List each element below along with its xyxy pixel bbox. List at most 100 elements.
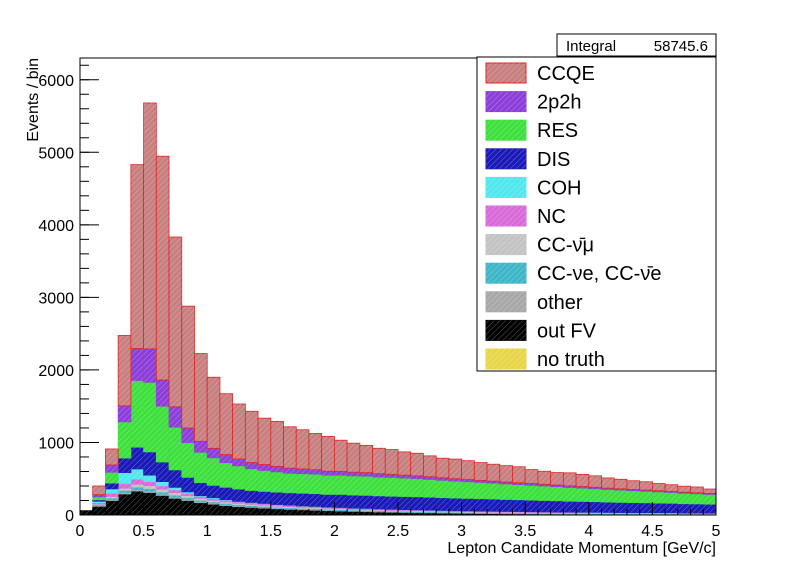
bar-hatch: [105, 500, 119, 515]
x-tick-label: 3.5: [514, 523, 536, 540]
bar-hatch: [156, 406, 170, 462]
legend-label: CCQE: [537, 63, 595, 85]
legend-entry-other: other: [485, 291, 583, 314]
bar-hatch: [143, 451, 157, 476]
bar-hatch: [270, 504, 284, 507]
bar-hatch: [169, 489, 182, 493]
bar-hatch: [194, 452, 208, 483]
bar-hatch: [372, 495, 386, 509]
legend-label: DIS: [537, 149, 570, 171]
bar-hatch: [169, 237, 182, 407]
bar-hatch: [487, 481, 500, 484]
y-axis: 0 1000 2000 3000 4000 5000 6000: [38, 64, 99, 525]
bar-hatch: [143, 382, 157, 452]
bar-hatch: [194, 501, 208, 503]
bar-hatch: [308, 507, 322, 509]
bar-hatch: [398, 478, 411, 497]
bar-hatch: [194, 498, 208, 501]
stats-label: Integral: [566, 38, 616, 55]
bar-hatch: [130, 468, 144, 480]
x-tick-label: 3: [457, 523, 466, 540]
bar-hatch: [219, 462, 233, 488]
bar-hatch: [550, 500, 564, 513]
bar-hatch: [690, 486, 704, 493]
bar-hatch: [308, 433, 322, 470]
bar-hatch: [143, 485, 157, 489]
bar-hatch: [207, 504, 220, 515]
legend-entry-cc: CC-ν̄μ: [485, 234, 594, 257]
bar-hatch: [156, 491, 170, 495]
bar-hatch: [258, 464, 271, 471]
bar-hatch: [105, 472, 119, 484]
bar-hatch: [550, 485, 564, 487]
bar-hatch: [169, 469, 182, 488]
bar-hatch: [588, 487, 602, 489]
bar-hatch: [270, 471, 284, 493]
bar-hatch: [372, 509, 386, 510]
bar-hatch: [92, 485, 106, 495]
bar-hatch: [283, 426, 297, 469]
bar-hatch: [321, 471, 335, 476]
bar-hatch: [296, 506, 309, 508]
bar-hatch: [372, 511, 386, 515]
bar-hatch: [181, 500, 195, 515]
bar-hatch: [499, 483, 513, 500]
bar-hatch: [219, 503, 233, 505]
bar-hatch: [448, 478, 462, 482]
legend-entry-cc-e-cc-e: CC-νe, CC-ν̄e: [485, 262, 661, 285]
bar-hatch: [372, 448, 386, 474]
bar-hatch: [639, 490, 653, 492]
bar-hatch: [588, 488, 602, 502]
bar-hatch: [232, 504, 246, 507]
bar-hatch: [296, 507, 309, 509]
bar-hatch: [130, 164, 144, 349]
legend-swatch-hatch: [486, 349, 526, 369]
bar-hatch: [258, 503, 271, 506]
bar-hatch: [385, 474, 398, 478]
bar-hatch: [270, 506, 284, 508]
stats-value: 58745.6: [654, 38, 708, 55]
bar-hatch: [118, 335, 131, 406]
bar-hatch: [283, 506, 297, 508]
bar-hatch: [232, 458, 246, 466]
y-tick-label: 2000: [38, 363, 74, 380]
bar-hatch: [372, 476, 386, 496]
bar-hatch: [461, 460, 475, 480]
bar-hatch: [143, 481, 157, 486]
bar-hatch: [156, 481, 170, 486]
bar-hatch: [448, 498, 462, 511]
bar-hatch: [359, 495, 373, 509]
bar-hatch: [436, 497, 449, 511]
bar-hatch: [105, 464, 119, 473]
bar-hatch: [321, 508, 335, 510]
bar-hatch: [601, 489, 615, 503]
bar-hatch: [347, 508, 360, 510]
bar-hatch: [487, 513, 500, 515]
bar-hatch: [525, 485, 538, 501]
bar-hatch: [677, 503, 691, 513]
bar-hatch: [258, 418, 271, 465]
bar-hatch: [398, 512, 411, 515]
bar-hatch: [143, 492, 157, 515]
bar-hatch: [359, 509, 373, 511]
bar-hatch: [258, 505, 271, 507]
bar-hatch: [169, 495, 182, 498]
bar-hatch: [92, 506, 106, 515]
legend-label: CC-ν̄μ: [537, 235, 594, 257]
legend-swatch-hatch: [486, 291, 526, 312]
bar-hatch: [334, 507, 348, 509]
bar-hatch: [639, 481, 653, 491]
bar-hatch: [410, 475, 424, 479]
bar-hatch: [423, 497, 437, 511]
bar-hatch: [537, 513, 551, 515]
bar-hatch: [194, 496, 208, 499]
bar-hatch: [563, 472, 577, 486]
bar-hatch: [347, 509, 360, 511]
bar-hatch: [347, 472, 360, 476]
bar-hatch: [626, 480, 640, 490]
bar-hatch: [92, 499, 106, 502]
bar-hatch: [385, 496, 398, 510]
bar-hatch: [626, 502, 640, 513]
legend-swatch-hatch: [486, 148, 526, 169]
